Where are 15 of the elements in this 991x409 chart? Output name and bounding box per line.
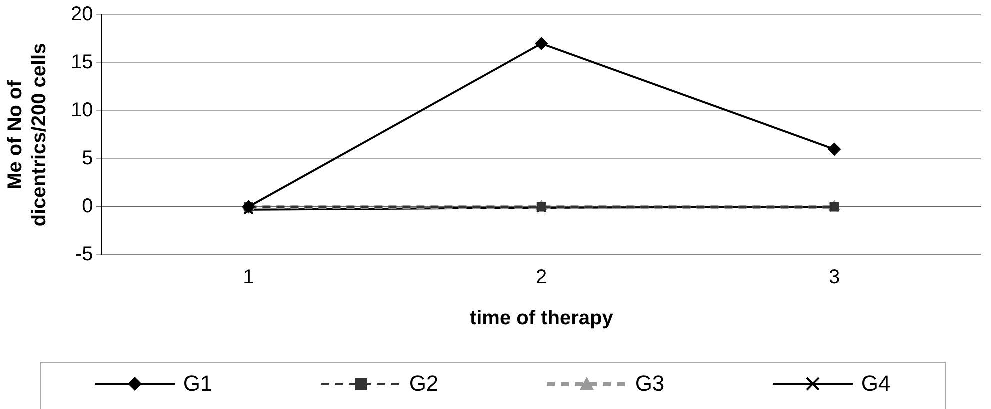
y-tick-label: 15 [70,52,94,74]
legend-label: G3 [635,371,665,397]
y-tick-label: 5 [82,148,94,170]
x-tick-label: 3 [828,266,840,289]
x-tick-label: 2 [536,266,548,289]
y-tick-label: 0 [82,196,94,218]
legend-label: G2 [409,371,439,397]
legend-label: G4 [861,371,891,397]
y-tick-label: 10 [70,100,94,122]
x-tick-label: 1 [243,266,254,289]
legend-label: G1 [183,371,213,397]
y-axis-title: Me of No of dicentrics/200 cells [4,43,51,227]
x-axis-title: time of therapy [470,308,614,330]
y-tick-label: 20 [70,4,94,26]
y-tick-label: -5 [75,244,94,266]
